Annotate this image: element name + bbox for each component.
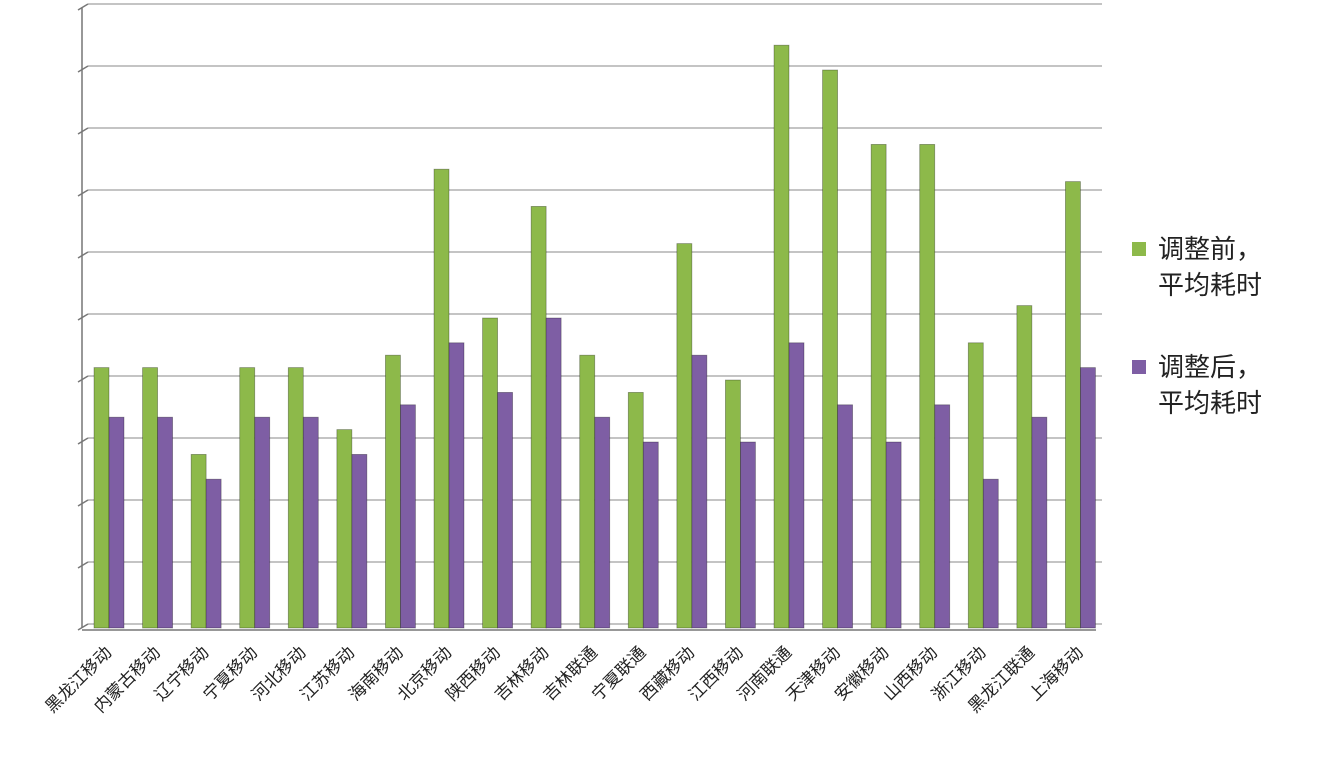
bar [579,354,596,629]
bar [1031,416,1048,629]
bar [205,478,222,629]
y-tick [77,375,89,383]
bar [545,317,562,629]
y-tick [77,623,89,631]
y-tick [77,127,89,135]
bar [108,416,125,629]
bar [287,367,304,629]
y-tick [77,499,89,507]
legend-swatch [1132,242,1146,256]
y-tick [77,437,89,445]
bar [433,168,450,629]
y-tick [77,65,89,73]
bar [691,354,708,629]
x-tick-label: 上海移动 [1025,643,1087,705]
bar [1080,367,1096,629]
bar [919,143,936,629]
bar [482,317,498,629]
bar [885,441,902,629]
legend-item: 调整后，平均耗时 [1132,350,1272,422]
bar [627,391,644,629]
y-tick [77,251,89,259]
y-tick [77,561,89,569]
bar [448,342,465,629]
bar [336,429,353,629]
legend-label: 调整前，平均耗时 [1158,235,1263,301]
bar [1016,305,1033,629]
legend: 调整前，平均耗时 调整后，平均耗时 [1132,232,1272,468]
bar [725,379,741,629]
y-tick [77,3,89,11]
bar [594,416,611,629]
bar [385,354,401,629]
bar [239,367,256,629]
bar [788,342,805,629]
bar [822,69,838,629]
bar [773,44,790,629]
bar [302,416,319,629]
y-tick [77,313,89,321]
bar [497,391,513,629]
bar [142,367,158,629]
legend-swatch [1132,360,1146,374]
bar [400,404,416,629]
bar [530,205,547,629]
legend-item: 调整前，平均耗时 [1132,232,1272,304]
bar [870,143,887,629]
bar [190,453,207,629]
bar [1065,181,1081,629]
bar [676,243,693,629]
bar [982,478,999,629]
bar [967,342,984,629]
bar [837,404,853,629]
bar [740,441,756,629]
bar [351,453,368,629]
y-tick [77,189,89,197]
bar [934,404,951,629]
bar [642,441,659,629]
bar [157,416,173,629]
legend-label: 调整后，平均耗时 [1158,353,1263,419]
bar [254,416,271,629]
bar [93,367,110,629]
